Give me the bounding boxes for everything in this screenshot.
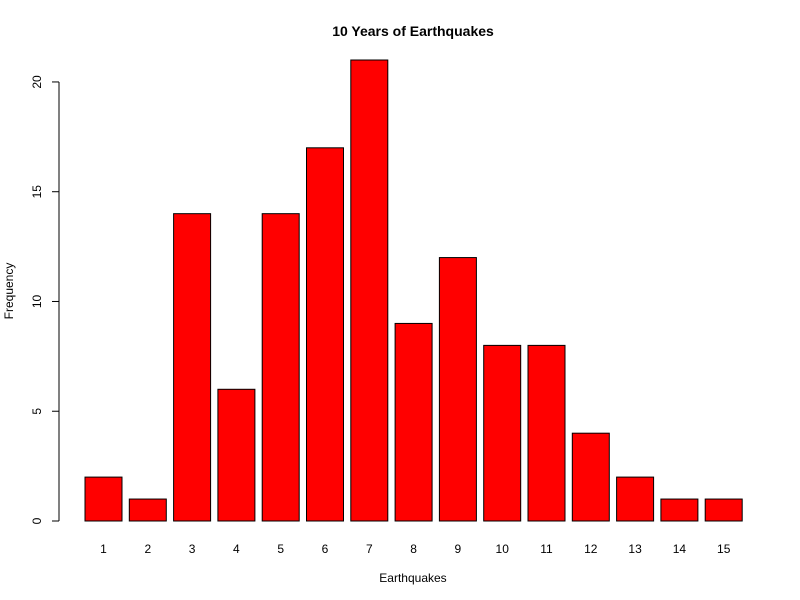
y-tick-label: 5: [30, 408, 44, 415]
bar-12: [571, 432, 610, 522]
bar-6: [306, 147, 344, 522]
x-tick-label: 11: [540, 542, 553, 556]
y-tick-label: 15: [30, 185, 44, 199]
x-tick-label: 13: [628, 542, 642, 556]
x-tick-label: 4: [233, 542, 240, 556]
y-tick-label: 20: [30, 75, 44, 89]
bar-10: [483, 344, 522, 522]
y-axis-label: Frequency: [2, 263, 16, 320]
bar-5: [261, 213, 300, 522]
bar-7: [350, 59, 389, 522]
y-tick-label: 10: [30, 294, 44, 308]
bar-13: [616, 476, 655, 522]
x-tick-label: 6: [322, 542, 329, 556]
x-tick-label: 3: [189, 542, 196, 556]
bar-4: [217, 388, 256, 522]
y-axis: 0 5 10 15 20: [30, 75, 60, 524]
bar-9: [438, 257, 477, 522]
x-tick-label: 8: [410, 542, 417, 556]
y-tick-label: 0: [30, 517, 44, 524]
x-tick-label: 7: [366, 542, 373, 556]
bar-15: [704, 498, 743, 522]
bar-3: [173, 213, 212, 522]
x-tick-label: 5: [277, 542, 284, 556]
x-tick-label: 10: [496, 542, 510, 556]
x-tick-label: 9: [455, 542, 462, 556]
x-tick-label: 12: [584, 542, 598, 556]
x-tick-label: 1: [100, 542, 107, 556]
x-axis-label: Earthquakes: [379, 571, 446, 585]
x-tick-label: 2: [144, 542, 151, 556]
bar-8: [394, 322, 433, 522]
x-tick-labels: 1 2 3 4 5 6 7 8 9 10 11 12 13 14 15: [100, 542, 731, 556]
chart-title: 10 Years of Earthquakes: [332, 23, 494, 39]
x-tick-label: 15: [717, 542, 731, 556]
bar-1: [84, 476, 123, 522]
bar-14: [660, 498, 699, 522]
bar-11: [527, 344, 566, 522]
x-tick-label: 14: [673, 542, 687, 556]
bar-2: [128, 498, 167, 522]
bars-group: [84, 59, 743, 522]
